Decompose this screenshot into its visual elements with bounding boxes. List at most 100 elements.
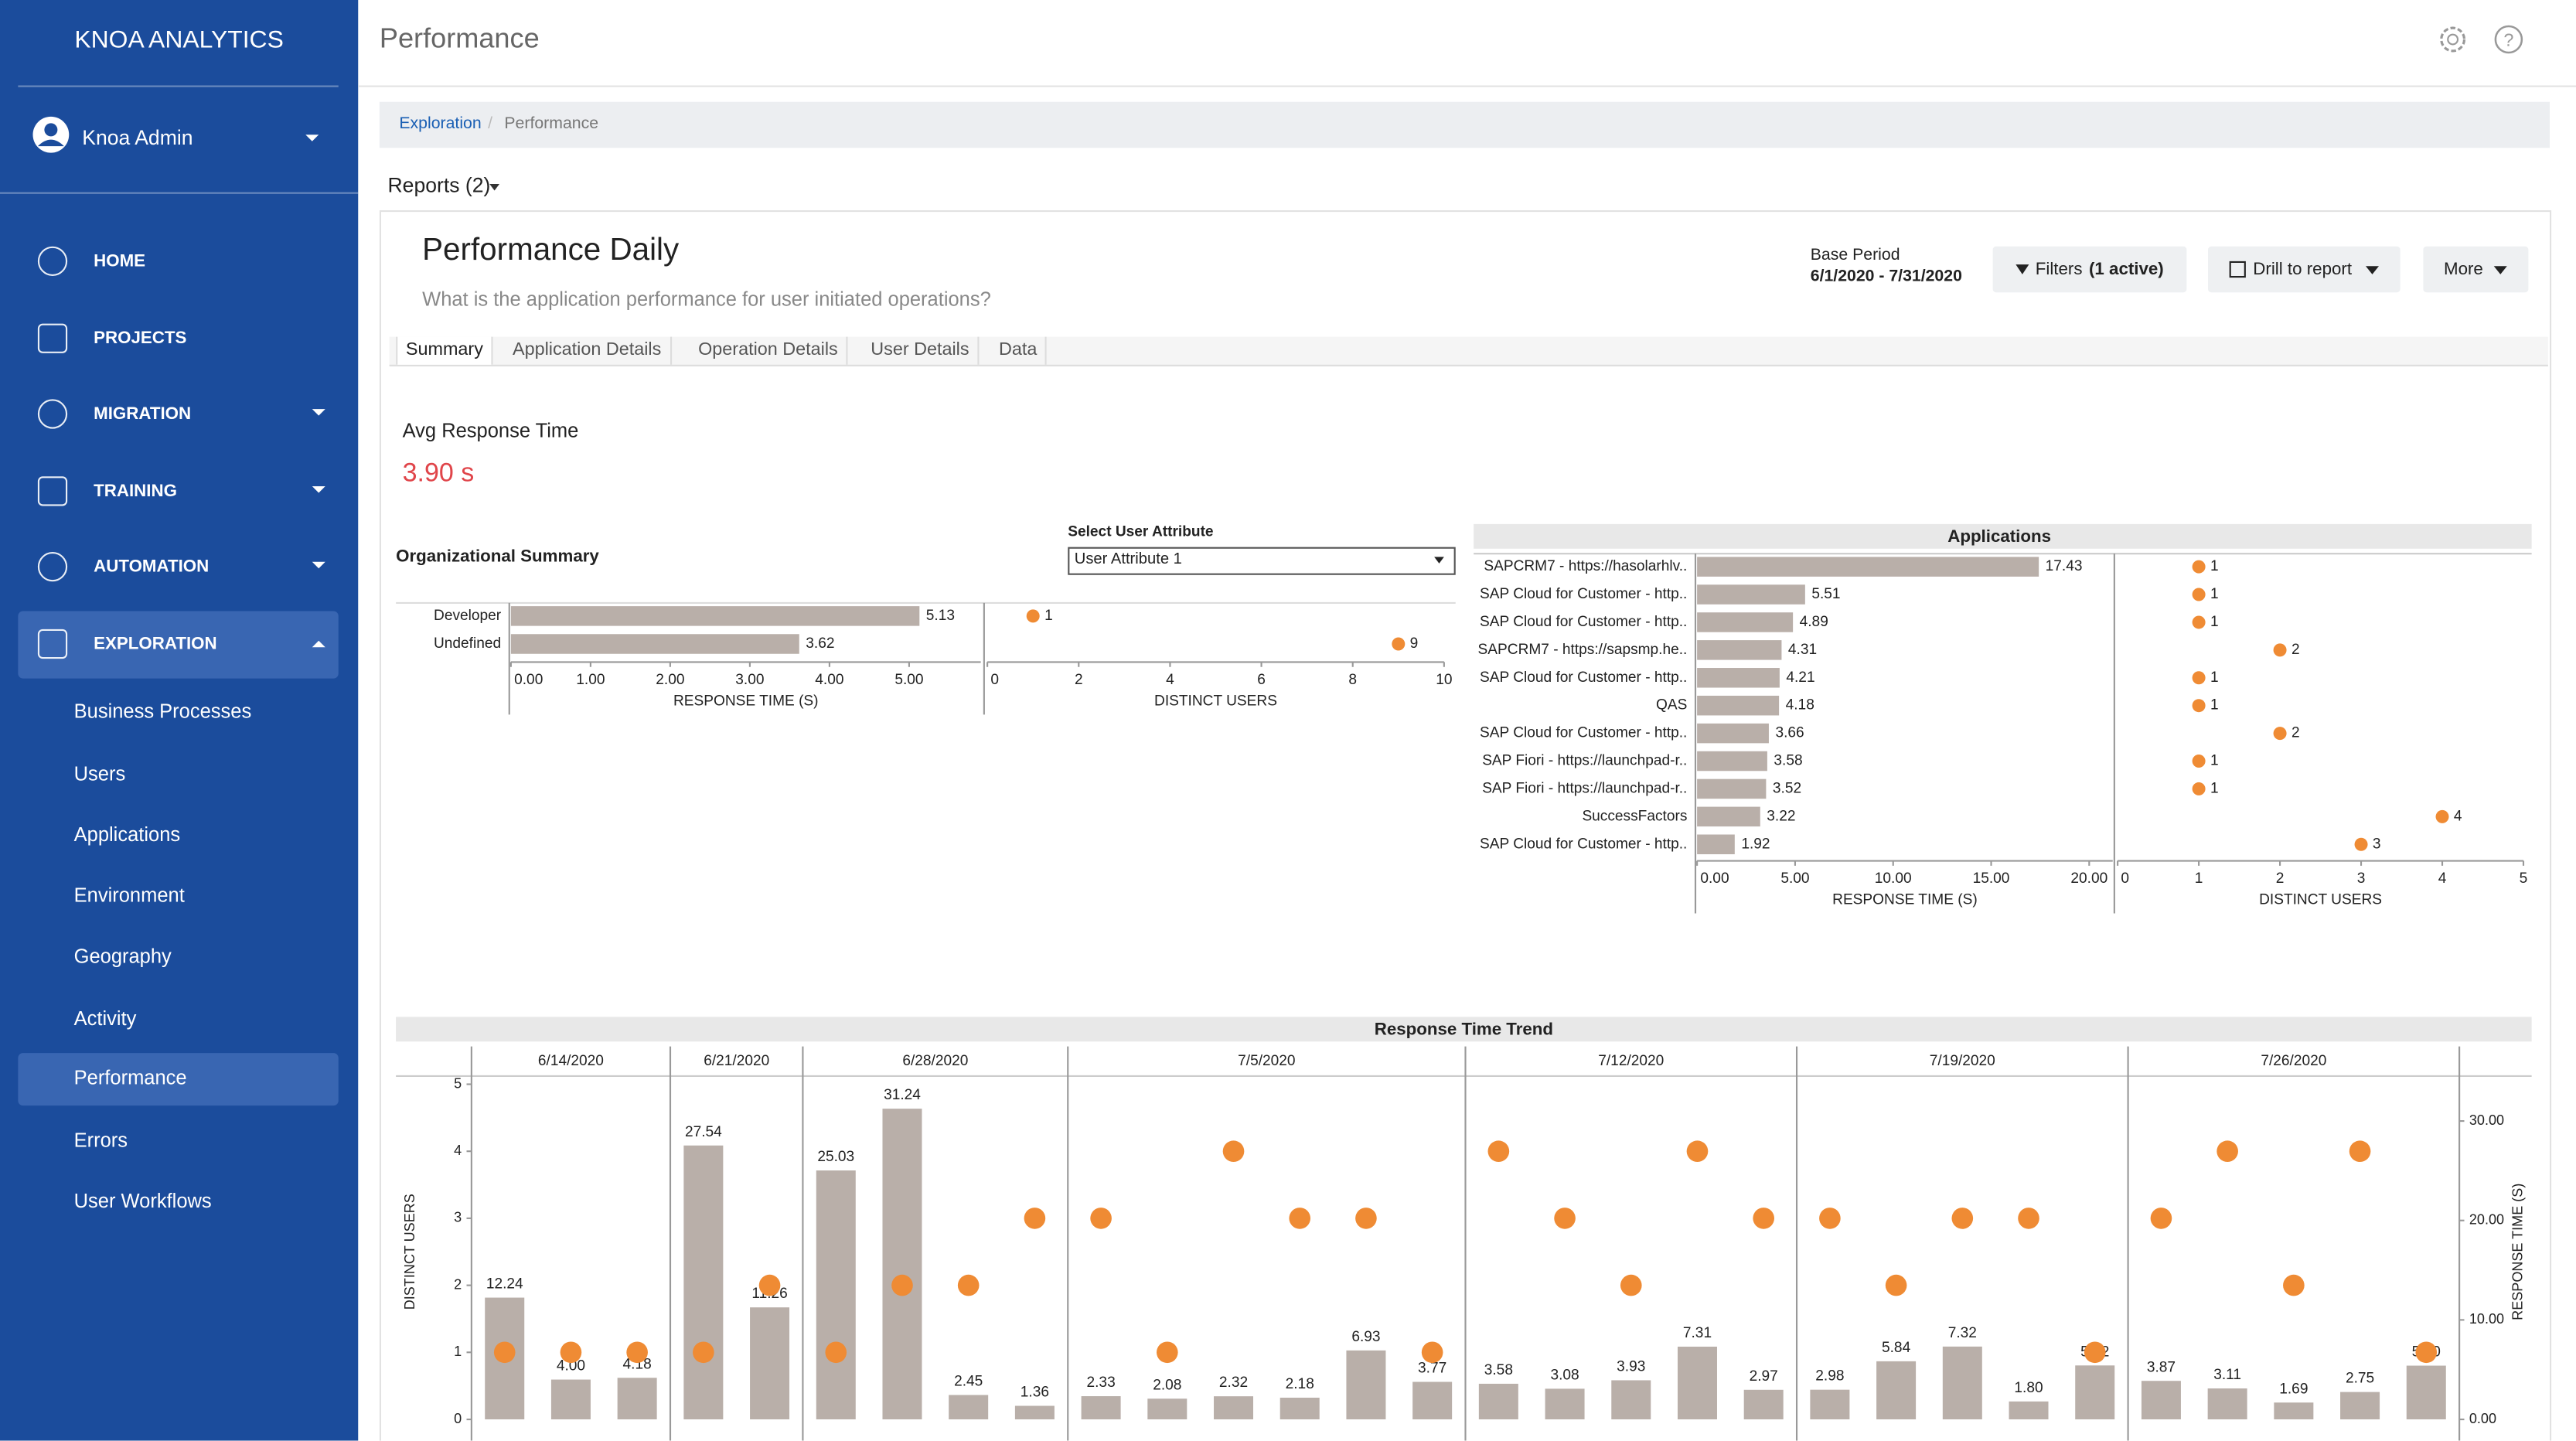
bar [1412,1381,1453,1419]
bar-value-label: 3.58 [1484,1362,1513,1378]
tab[interactable]: Summary [396,336,493,365]
row-label: SAP Cloud for Customer - http.. [1480,725,1687,741]
divider [358,85,2576,87]
x-tick-label: 10.00 [1875,870,1912,887]
y-tick-label: 0 [454,1411,462,1426]
row-label: SAPCRM7 - https://sapsmp.he.. [1478,642,1688,658]
dot [2283,1274,2305,1296]
nav-icon [37,246,68,276]
x-axis-label: DISTINCT USERS [1154,693,1277,709]
dot-value-label: 4 [2454,808,2462,824]
filters-count: (1 active) [2089,259,2164,280]
nav-item[interactable]: TRAINING [94,481,177,502]
bar [1697,640,1782,660]
bar [1677,1346,1717,1419]
dot [1392,637,1406,651]
bar-value-label: 4.18 [1786,697,1814,714]
subnav-item[interactable]: Applications [73,823,181,847]
dot [2192,699,2206,713]
subnav-item[interactable]: Activity [73,1007,137,1031]
dot-value-label: 2 [2291,642,2300,658]
subnav-item[interactable]: Performance [73,1066,187,1089]
bar-value-label: 2.08 [1153,1377,1181,1393]
y2-axis-label: RESPONSE TIME (S) [2510,1184,2525,1320]
bar [2340,1392,2380,1419]
week-label: 7/19/2020 [1930,1053,1995,1069]
user-menu[interactable]: Knoa Admin [82,126,193,150]
dot [2192,782,2206,795]
x-tick-label: 2 [1075,672,1083,688]
filters-button[interactable]: Filters (1 active) [1992,246,2187,293]
active-nav-bg [18,611,339,679]
subnav-item[interactable]: Geography [73,944,172,968]
nav-item[interactable]: MIGRATION [94,404,192,424]
dot [2192,615,2206,629]
bar-value-label: 3.62 [806,635,834,652]
svg-text:?: ? [2503,29,2513,49]
bar-value-label: 4.89 [1800,614,1828,630]
dot [2192,560,2206,574]
filter-icon [2015,264,2029,274]
x-axis-label: RESPONSE TIME (S) [673,693,819,709]
divider [0,192,359,194]
x-tick-label: 5.00 [1780,870,1809,887]
row-label: Undefined [434,635,501,652]
breadcrumb-current: Performance [504,114,599,134]
dot-value-label: 2 [2291,725,2300,741]
sidebar: KNOA ANALYTICS Knoa Admin HOME PROJECTS MI… [0,0,359,1441]
header-icons[interactable]: ? [2435,22,2530,58]
caret [489,184,499,196]
tab[interactable]: User Details [863,336,980,365]
caret [2365,265,2379,274]
x-axis-label: RESPONSE TIME (S) [1832,892,1978,908]
bar-value-label: 25.03 [817,1149,854,1165]
nav-icon [37,552,68,582]
bar [2009,1401,2049,1419]
drill-button[interactable]: Drill to report [2208,246,2401,293]
caret [312,561,325,575]
x-tick-label: 1 [2195,870,2203,887]
bar [1081,1396,1121,1419]
subnav-item[interactable]: Users [73,762,126,785]
breadcrumb-bar [379,101,2550,148]
bar-value-label: 4.18 [623,1356,652,1372]
row-label: SAPCRM7 - https://hasolarhlv.. [1484,558,1687,574]
bar [882,1109,922,1419]
y2-tick-label: 10.00 [2469,1311,2504,1327]
header-strip [396,1017,2532,1042]
nav-item[interactable]: EXPLORATION [94,634,217,654]
reports-menu[interactable]: Reports (2) [387,174,491,197]
dot [2150,1208,2172,1229]
dot [2192,671,2206,685]
x-tick-label: 5 [2520,870,2528,887]
x-tick-label: 2.00 [656,672,684,688]
subnav-item[interactable]: Environment [73,884,185,907]
tab[interactable]: Application Details [504,336,672,365]
dot [2192,588,2206,601]
nav-item[interactable]: HOME [94,251,146,271]
x-tick-label: 1.00 [576,672,605,688]
more-button[interactable]: More [2423,246,2529,293]
dot [493,1341,516,1364]
dot [2435,809,2449,823]
base-period: 6/1/2020 - 7/31/2020 [1810,267,1962,286]
tab[interactable]: Operation Details [690,336,848,365]
attribute-select[interactable] [1068,547,1456,575]
tab[interactable]: Data [990,336,1048,365]
nav-item[interactable]: PROJECTS [94,329,187,349]
select-label: Select User Attribute [1068,524,1213,540]
x-tick-label: 0 [990,672,999,688]
nav-item[interactable]: AUTOMATION [94,557,210,577]
subnav-item[interactable]: Business Processes [73,700,252,723]
breadcrumb-link[interactable]: Exploration [399,114,482,134]
bar-value-label: 7.31 [1683,1325,1712,1341]
report-subtitle: What is the application performance for … [422,287,991,311]
caret [312,409,325,422]
brand: KNOA ANALYTICS [74,26,284,55]
week-label: 6/14/2020 [538,1053,604,1069]
subnav-item[interactable]: User Workflows [73,1189,212,1213]
subnav-item[interactable]: Errors [73,1128,128,1152]
dot [1753,1208,1774,1229]
row-label: SAP Cloud for Customer - http.. [1480,586,1687,602]
